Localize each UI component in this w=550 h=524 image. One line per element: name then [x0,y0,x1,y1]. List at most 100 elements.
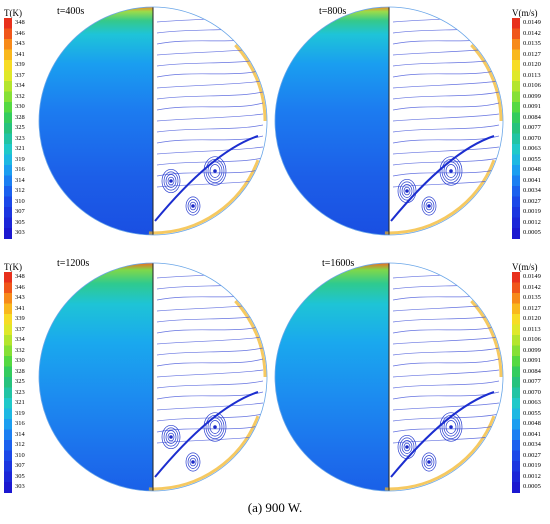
colorbar-tick-label: 0.0127 [523,50,541,58]
colorbar-tick-label: 314 [15,176,25,184]
colorbar-segment [512,207,520,218]
vortex-ring [165,430,177,444]
colorbar-segment [512,49,520,61]
colorbar-segment [4,28,12,40]
colorbar-tick-label: 348 [15,273,25,280]
colorbar-tick-label: 325 [15,124,25,131]
colorbar-segment [4,112,12,124]
vortex-ring [191,204,195,208]
colorbar-tick-label: 339 [15,315,25,322]
colorbar-tick-label: 303 [15,229,25,236]
colorbar-segment [512,377,520,388]
vortex-core [191,204,195,208]
time-label: t=1600s [322,258,355,269]
boundary-layer-streamline [390,391,495,478]
vortex-ring [423,455,435,469]
temperature-field-half [39,263,153,491]
colorbar-segment [512,144,520,155]
vortex-ring [207,161,223,181]
vortex-ring [189,457,197,467]
streamline [392,303,500,312]
streamline [392,435,500,444]
temperature-scale-title: T(K) [4,262,22,272]
colorbar-segment [512,282,520,294]
vortex-ring [401,440,413,454]
colorbar-tick-label: 0.0012 [523,472,541,480]
colorbar-tick-label: 323 [15,388,25,396]
vortex-ring [189,201,197,211]
colorbar-segment [512,70,520,82]
streamline [156,270,264,279]
streamline [156,281,264,290]
colorbar-segment [4,303,12,315]
vortex-ring [187,455,199,469]
cross-section [39,7,267,235]
streamline [156,424,264,433]
streamline [156,36,264,45]
hot-wall-band [275,263,503,491]
colorbar-segment [512,60,520,71]
streamline [392,358,500,367]
colorbar-tick-label: 0.0019 [523,208,541,215]
streamline [392,124,500,133]
colorbar-segment [512,461,520,472]
streamline [392,347,500,356]
colorbar-segment [4,175,12,187]
colorbar-segment [4,345,12,357]
streamline [392,270,500,279]
colorbar-tick-label: 330 [15,103,25,110]
vortex-ring [203,412,227,442]
colorbar-tick-label: 305 [15,218,25,226]
colorbar-tick-label: 341 [15,50,25,58]
cross-section-outline [274,6,504,236]
colorbar-segment [4,102,12,113]
vortex-core [449,169,453,173]
streamline-field-half [153,263,267,491]
colorbar-tick-label: 307 [15,462,25,469]
colorbar-segment [4,154,12,166]
colorbar-segment [512,228,520,239]
colorbar-tick-label: 0.0005 [523,229,541,236]
colorbar-segment [4,228,12,239]
colorbar-segment [4,133,12,145]
colorbar-tick-label: 330 [15,357,25,364]
colorbar-segment [512,165,520,176]
hot-wall-band [39,7,267,235]
vortex-ring [161,168,181,194]
colorbar-segment [512,408,520,420]
colorbar-segment [4,60,12,71]
streamline-field-half [389,263,503,491]
temperature-field-half [39,7,153,235]
colorbar-tick-label: 0.0048 [523,420,541,427]
streamline [156,80,264,89]
vortex-core [405,189,409,193]
colorbar-segment [512,345,520,357]
colorbar-segment [4,282,12,294]
cross-section-outline [38,262,268,492]
streamline [156,25,264,34]
vortex-ring [399,181,415,201]
temperature-colorbar-gradient [4,18,12,239]
colorbar-tick-label: 303 [15,483,25,490]
streamline [392,113,500,122]
streamline [156,91,264,100]
colorbar-tick-label: 314 [15,430,25,438]
vortex-ring [427,460,431,464]
streamline [156,358,264,367]
streamline [392,25,500,34]
colorbar-segment [512,366,520,378]
streamline [156,102,264,111]
colorbar-segment [4,440,12,451]
vortex-core [427,460,431,464]
streamline [392,380,500,389]
cross-section [275,7,503,235]
colorbar-tick-label: 312 [15,187,25,194]
streamline [392,157,500,166]
colorbar-tick-label: 0.0048 [523,166,541,173]
time-label: t=800s [319,6,347,17]
hot-wall-band [39,263,267,491]
colorbar-tick-label: 334 [15,82,25,89]
colorbar-tick-label: 0.0041 [523,176,541,184]
colorbar-tick-label: 346 [15,283,25,291]
vortex-ring [421,196,437,216]
